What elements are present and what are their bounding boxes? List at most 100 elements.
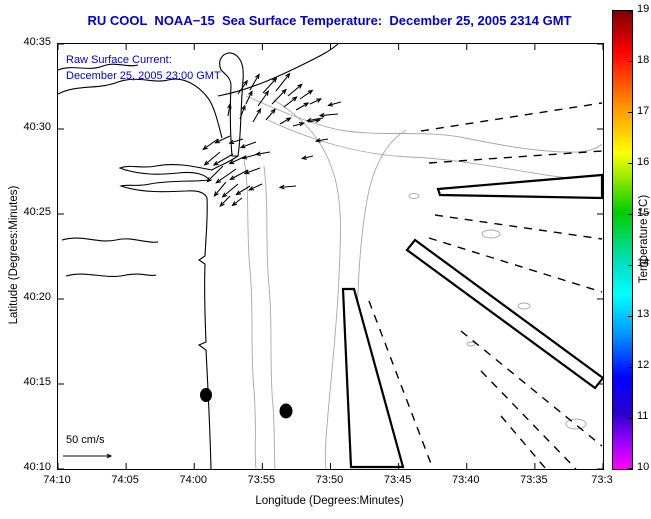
current-vector	[230, 138, 244, 143]
coastline	[217, 44, 339, 97]
colorbar-tick-label: 11	[637, 410, 649, 423]
station-marker	[279, 403, 293, 419]
current-vector	[249, 74, 259, 91]
x-tick-label: 74:00	[179, 474, 208, 486]
bathymetry-contour-loop	[481, 229, 501, 239]
bathymetry-contour-loop	[517, 302, 531, 310]
coastline	[61, 237, 159, 243]
current-vector	[239, 106, 245, 120]
current-vector	[233, 197, 243, 205]
current-vector	[280, 186, 297, 187]
current-vector	[252, 109, 261, 123]
colorbar-tick-label: 15	[637, 206, 650, 219]
colorbar	[612, 10, 633, 470]
current-vector	[245, 91, 252, 105]
colorbar-tick-label: 19	[637, 3, 650, 15]
colorbar-tick-label: 10	[637, 461, 650, 473]
x-tick-label: 73:35	[520, 474, 548, 486]
current-vector	[320, 114, 339, 116]
vector-scale-label: 50 cm/s	[66, 434, 105, 446]
bathymetry-contour-loop	[565, 418, 587, 430]
station-marker	[200, 388, 212, 402]
current-vector	[214, 153, 234, 165]
current-vector	[287, 84, 302, 97]
colorbar-tick	[628, 366, 632, 368]
radar-beam-dashed	[480, 370, 577, 469]
x-tick-label: 73:50	[315, 474, 344, 486]
current-vector	[299, 90, 312, 100]
radar-beam-dashed	[434, 214, 603, 240]
current-vector	[283, 97, 297, 108]
current-vector	[249, 183, 263, 190]
current-vector	[228, 104, 230, 117]
y-tick-label: 40:20	[23, 291, 51, 303]
colorbar-tick	[628, 214, 632, 216]
colorbar-tick-label: 13	[637, 308, 650, 321]
current-vector	[309, 99, 321, 105]
radar-beam-solid	[405, 238, 603, 390]
x-tick-label: 74:05	[111, 474, 139, 486]
y-tick-label: 40:35	[23, 36, 51, 48]
y-tick-label: 40:25	[23, 206, 51, 218]
current-vector	[215, 135, 231, 143]
colorbar-tick	[628, 112, 632, 114]
radar-beam-dashed	[428, 237, 603, 293]
current-vector	[302, 156, 314, 158]
x-tick-label: 73:40	[451, 474, 480, 486]
current-vector	[236, 185, 251, 194]
figure-title: RU COOL NOAA−15 Sea Surface Temperature:…	[87, 13, 572, 28]
radar-beam-solid	[436, 173, 603, 200]
map-canvas	[58, 44, 603, 469]
colorbar-tick-label: 18	[637, 53, 650, 66]
coastline	[65, 273, 157, 277]
y-tick-label: 40:30	[23, 121, 51, 133]
current-vector	[207, 165, 224, 182]
colorbar-tick-label: 12	[637, 359, 650, 372]
current-vector	[220, 195, 231, 206]
colorbar-tick	[628, 315, 632, 317]
colorbar-tick-label: 16	[637, 155, 650, 168]
colorbar-tick	[628, 163, 632, 165]
radar-beam-dashed	[500, 415, 547, 469]
colorbar-tick	[628, 417, 632, 419]
y-tick-label: 40:15	[23, 376, 51, 388]
current-vector	[316, 139, 329, 141]
bathymetry-contour	[263, 165, 276, 469]
colorbar-tick	[628, 61, 632, 63]
colorbar-tick-label: 17	[637, 104, 650, 117]
coastline	[58, 63, 139, 71]
coastline	[118, 155, 239, 469]
y-tick-label: 40:10	[23, 461, 51, 473]
x-axis-label: Longitude (Degrees:Minutes)	[255, 495, 404, 507]
current-vector	[292, 123, 304, 127]
current-vector	[203, 138, 219, 149]
current-vector	[257, 91, 268, 107]
radar-beam-dashed	[420, 102, 603, 132]
current-vector	[245, 167, 261, 173]
x-tick-label: 73:55	[247, 474, 276, 486]
current-vector	[265, 109, 275, 121]
current-vector	[214, 181, 227, 196]
radar-beam-solid	[341, 287, 405, 469]
colorbar-tick	[628, 264, 632, 266]
current-vector	[256, 152, 271, 154]
current-annotation: Raw Surface Current: December 25, 2005 2…	[66, 52, 221, 84]
bathymetry-contour	[273, 99, 341, 469]
current-vector	[328, 101, 342, 105]
colorbar-tick	[628, 468, 632, 469]
current-vector	[223, 183, 239, 197]
x-tick-label: 73:45	[383, 474, 412, 486]
x-tick-label: 73:3	[591, 474, 613, 486]
radar-beam-dashed	[460, 330, 603, 447]
current-vector	[241, 141, 257, 147]
colorbar-tick	[628, 11, 632, 12]
current-annotation-line1: Raw Surface Current:	[66, 54, 172, 66]
current-vector	[237, 81, 247, 95]
bathymetry-contour	[243, 159, 257, 469]
current-annotation-line2: December 25, 2005 23:00 GMT	[66, 70, 221, 82]
bathymetry-contour-loop	[466, 341, 476, 347]
current-vector	[279, 118, 290, 125]
x-tick-label: 74:10	[43, 474, 71, 486]
bathymetry-contour	[267, 119, 603, 179]
